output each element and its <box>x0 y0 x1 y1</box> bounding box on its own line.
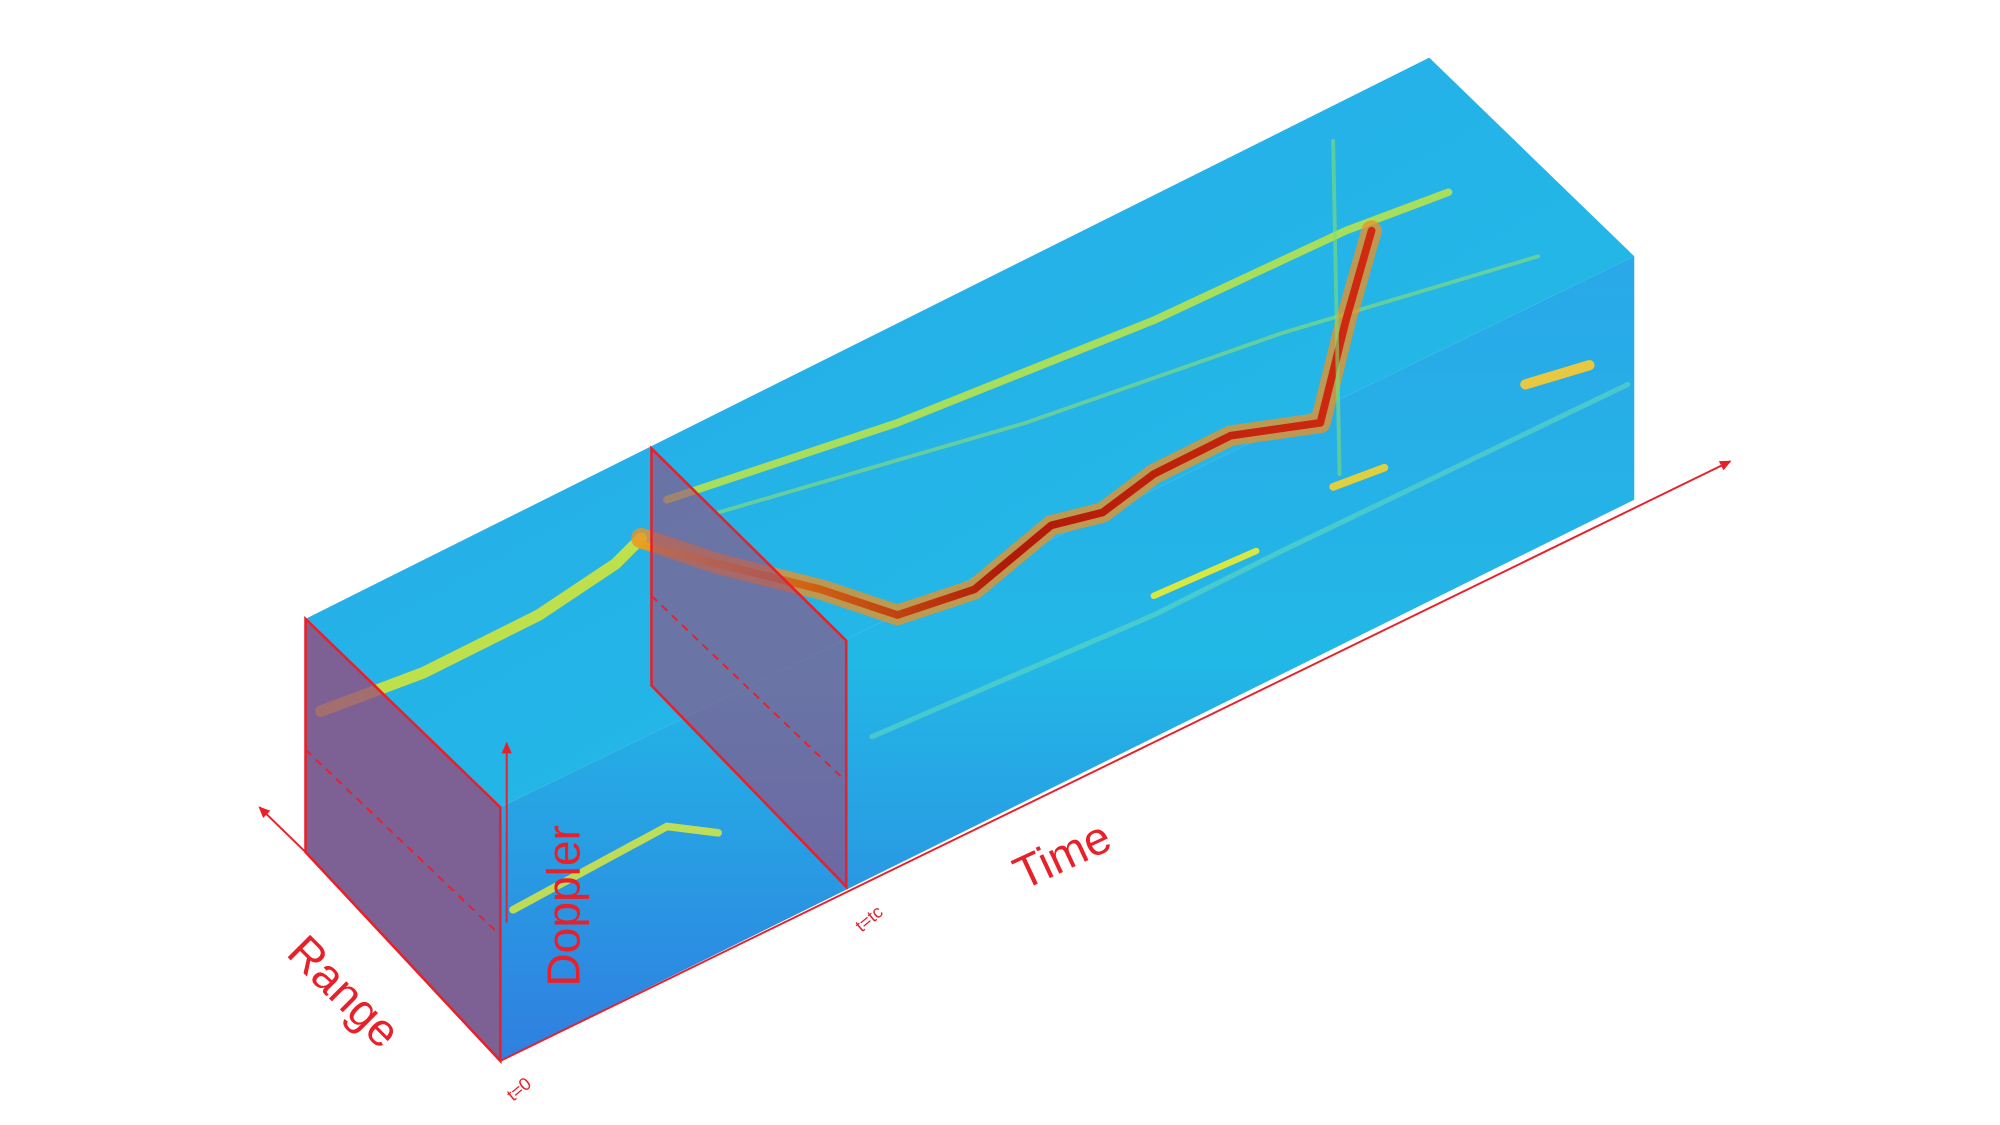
slice-tc-dash <box>650 595 847 783</box>
slice-tc <box>650 445 848 890</box>
time-label: Time <box>1005 810 1118 900</box>
time-axis <box>499 460 1732 1062</box>
side-face <box>500 256 1635 1061</box>
spectrogram <box>315 139 1631 914</box>
top-face <box>305 57 1635 808</box>
t0-label: t=0 <box>503 1073 535 1105</box>
range-axis <box>258 806 307 853</box>
tc-label: t=tc <box>851 902 886 936</box>
doppler-label: Doppler <box>538 825 590 986</box>
slice-t0-dash <box>304 748 501 937</box>
